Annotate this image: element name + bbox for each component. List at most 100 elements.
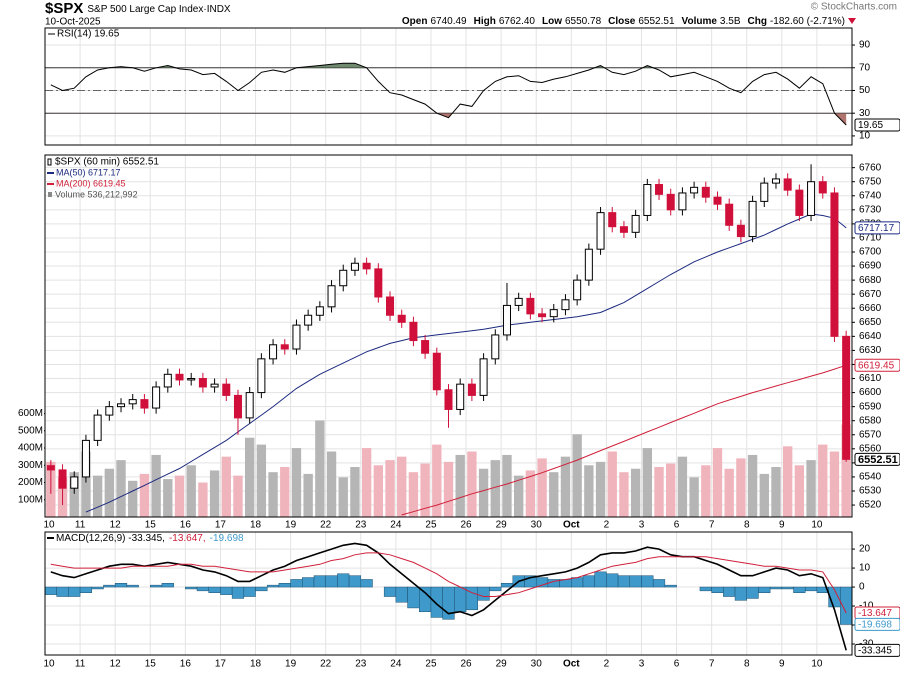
x-tick-label: 2 xyxy=(604,520,610,531)
histogram-bar xyxy=(243,586,256,597)
volume-bar xyxy=(151,454,161,517)
volume-bar xyxy=(630,468,641,517)
x-tick-label: 3 xyxy=(639,520,645,531)
x-tick-label: 9 xyxy=(779,659,785,670)
candle-body xyxy=(46,465,55,471)
y-tick-label: 6540 xyxy=(859,472,882,483)
y-tick-label: 70 xyxy=(859,62,871,73)
panel-background xyxy=(45,28,852,145)
candle-body xyxy=(760,182,769,202)
volume-bar xyxy=(186,465,196,517)
candle-body xyxy=(771,178,780,184)
candle-body xyxy=(807,181,816,216)
legend-glyph xyxy=(47,158,52,166)
candle-body xyxy=(315,306,324,316)
stat-label: Low xyxy=(542,16,562,27)
x-tick-label: 15 xyxy=(145,520,157,531)
candle-body xyxy=(245,392,254,419)
value-tag-label: -13.647 xyxy=(858,608,892,619)
histogram-bar xyxy=(500,583,514,588)
volume-bar xyxy=(654,467,664,517)
volume-bar xyxy=(385,460,395,517)
header-stats: Open 6740.49 High 6762.40 Low 6550.78 Close 655… xyxy=(402,16,845,27)
x-tick-label: 6 xyxy=(674,659,680,670)
volume-bar xyxy=(572,434,582,517)
x-tick-label: 2 xyxy=(604,659,610,670)
histogram-bar xyxy=(430,586,443,618)
volume-bar xyxy=(139,473,150,517)
volume-bar xyxy=(642,448,653,517)
x-tick-label: 11 xyxy=(75,659,86,670)
y-tick-label: 6680 xyxy=(859,275,882,286)
candle-body xyxy=(736,224,745,238)
histogram-bar xyxy=(652,579,666,588)
moving-average xyxy=(85,213,847,513)
candle-body xyxy=(818,181,827,194)
legend-label: MACD(12,26,9) -33.345, xyxy=(56,533,165,544)
volume-bar xyxy=(689,477,699,517)
y-tick-label: 30 xyxy=(859,108,871,119)
histogram-bar xyxy=(266,584,280,588)
histogram-bar xyxy=(769,586,783,590)
candle-body xyxy=(350,262,359,271)
volume-bar xyxy=(666,463,676,517)
volume-bar xyxy=(701,465,711,517)
histogram-bar xyxy=(161,583,174,588)
histogram-bar xyxy=(114,583,128,588)
x-tick-label: 10 xyxy=(811,659,823,670)
x-tick-label: Oct xyxy=(563,520,580,531)
candle-body xyxy=(456,383,465,410)
volume-bar xyxy=(280,467,290,517)
x-tick-label: 15 xyxy=(145,659,157,670)
volume-bar xyxy=(69,472,79,517)
candle-body xyxy=(128,399,137,405)
panel-border xyxy=(44,531,853,656)
histogram-bar xyxy=(793,586,806,593)
histogram-bar xyxy=(629,575,642,588)
candle-body xyxy=(573,279,582,301)
candle-body xyxy=(479,358,488,396)
legend: MACD(12,26,9) -33.345, -13.647, -19.698 xyxy=(56,533,244,544)
histogram-bar xyxy=(79,586,93,593)
stat-value: 6552.51 xyxy=(638,16,675,27)
x-tick-label: 19 xyxy=(285,659,297,670)
candle-body xyxy=(280,344,289,350)
stat-value: 6740.49 xyxy=(430,16,467,27)
legend-label: -19.698 xyxy=(210,533,244,544)
histogram-bar xyxy=(126,584,139,588)
y-tick-label: 6570 xyxy=(859,429,882,440)
candle-body xyxy=(152,386,161,409)
histogram-bar xyxy=(477,586,490,601)
histogram-bar xyxy=(395,586,408,603)
volume-bar xyxy=(198,482,208,517)
histogram-bar xyxy=(185,586,198,590)
down-arrow xyxy=(848,18,856,24)
histogram-bar xyxy=(68,586,81,597)
histogram-bar xyxy=(150,584,163,588)
candle-body xyxy=(491,334,500,360)
value-tag-label: 19.65 xyxy=(858,120,883,131)
volume-bar xyxy=(397,456,407,517)
volume-tick-label: 200M xyxy=(18,477,43,488)
watermark: © StockCharts.com xyxy=(811,2,897,13)
x-tick-label: 6 xyxy=(674,520,680,531)
y-tick-label: 6670 xyxy=(859,289,882,300)
volume-bar xyxy=(829,451,840,517)
volume-tick-label: 300M xyxy=(18,460,43,471)
volume-bar xyxy=(455,454,465,517)
legend-glyph xyxy=(48,192,52,197)
histogram-bar xyxy=(91,586,104,590)
histogram-bar xyxy=(360,579,373,588)
stat-value: -182.60 (-2.71%) xyxy=(770,16,845,27)
volume-bar xyxy=(81,451,91,517)
x-tick-label: 26 xyxy=(460,520,472,531)
candle-body xyxy=(619,226,628,233)
volume-tick-label: 600M xyxy=(18,408,43,419)
volume-bar xyxy=(677,456,688,517)
volume-bar xyxy=(174,475,185,517)
y-tick-label: 6660 xyxy=(859,303,882,314)
histogram-bar xyxy=(582,575,595,588)
volume-bar xyxy=(338,477,348,517)
candle-body xyxy=(748,200,757,238)
x-tick-label: 11 xyxy=(75,520,86,531)
